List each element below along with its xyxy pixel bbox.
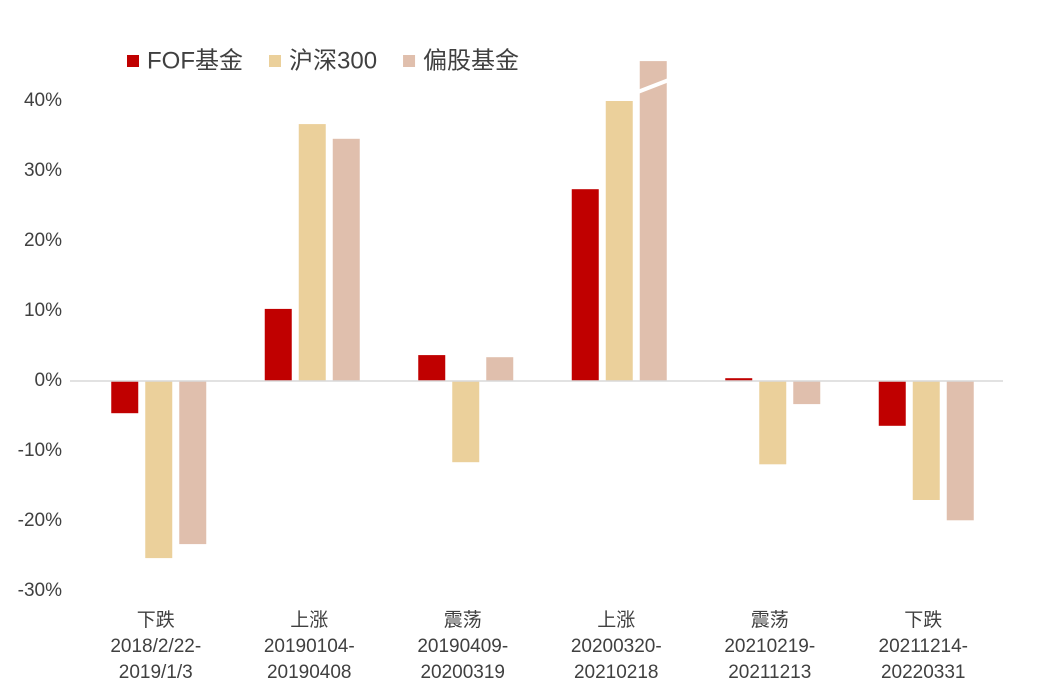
bar xyxy=(298,124,326,381)
legend-label: FOF基金 xyxy=(147,47,243,74)
x-tick-label: 20211213 xyxy=(728,662,811,683)
bar xyxy=(145,381,173,559)
legend-swatch xyxy=(269,55,281,67)
bar xyxy=(605,101,633,381)
legend-swatch xyxy=(403,55,416,67)
bar xyxy=(878,381,906,426)
x-tick-label: 20200319 xyxy=(420,662,505,683)
x-tick-label: 震荡 xyxy=(444,609,482,631)
y-tick-label: 0% xyxy=(35,370,63,391)
x-tick-label: 20220331 xyxy=(881,662,966,683)
y-tick-label: 10% xyxy=(24,300,62,321)
bar xyxy=(725,378,753,381)
y-tick-label: -30% xyxy=(18,580,62,601)
x-tick-label: 20190409- xyxy=(417,636,508,657)
bar xyxy=(793,381,821,405)
legend-label: 偏股基金 xyxy=(423,47,519,74)
y-tick-label: 20% xyxy=(24,230,62,251)
y-tick-label: -10% xyxy=(18,440,62,461)
x-tick-label: 上涨 xyxy=(597,609,635,631)
x-tick-label: 下跌 xyxy=(904,609,942,631)
bar xyxy=(759,381,787,465)
x-tick-label: 20210219- xyxy=(724,636,815,657)
bar xyxy=(912,381,940,500)
axis-break xyxy=(637,78,670,94)
bar xyxy=(571,189,599,381)
y-tick-label: 40% xyxy=(24,90,62,111)
legend-label: 沪深300 xyxy=(289,47,377,74)
x-tick-label: 震荡 xyxy=(751,609,789,631)
bar xyxy=(452,381,480,463)
bar xyxy=(639,61,667,381)
bar xyxy=(946,381,974,521)
y-tick-label: 30% xyxy=(24,160,62,181)
x-tick-label: 2018/2/22- xyxy=(110,636,201,657)
bar xyxy=(264,308,292,381)
bar xyxy=(418,355,446,381)
x-tick-label: 20211214- xyxy=(879,636,968,657)
legend-swatch xyxy=(127,55,139,67)
x-tick-label: 20190408 xyxy=(267,662,352,683)
bar xyxy=(111,381,139,414)
bar xyxy=(332,138,360,381)
x-tick-label: 20200320- xyxy=(571,636,662,657)
y-tick-label: -20% xyxy=(18,510,62,531)
x-tick-label: 20190104- xyxy=(264,636,355,657)
x-tick-label: 20210218 xyxy=(574,662,659,683)
x-tick-label: 下跌 xyxy=(137,609,175,631)
x-tick-label: 2019/1/3 xyxy=(119,662,193,683)
bar xyxy=(486,357,514,381)
bar xyxy=(179,381,207,545)
x-tick-label: 上涨 xyxy=(290,609,328,631)
